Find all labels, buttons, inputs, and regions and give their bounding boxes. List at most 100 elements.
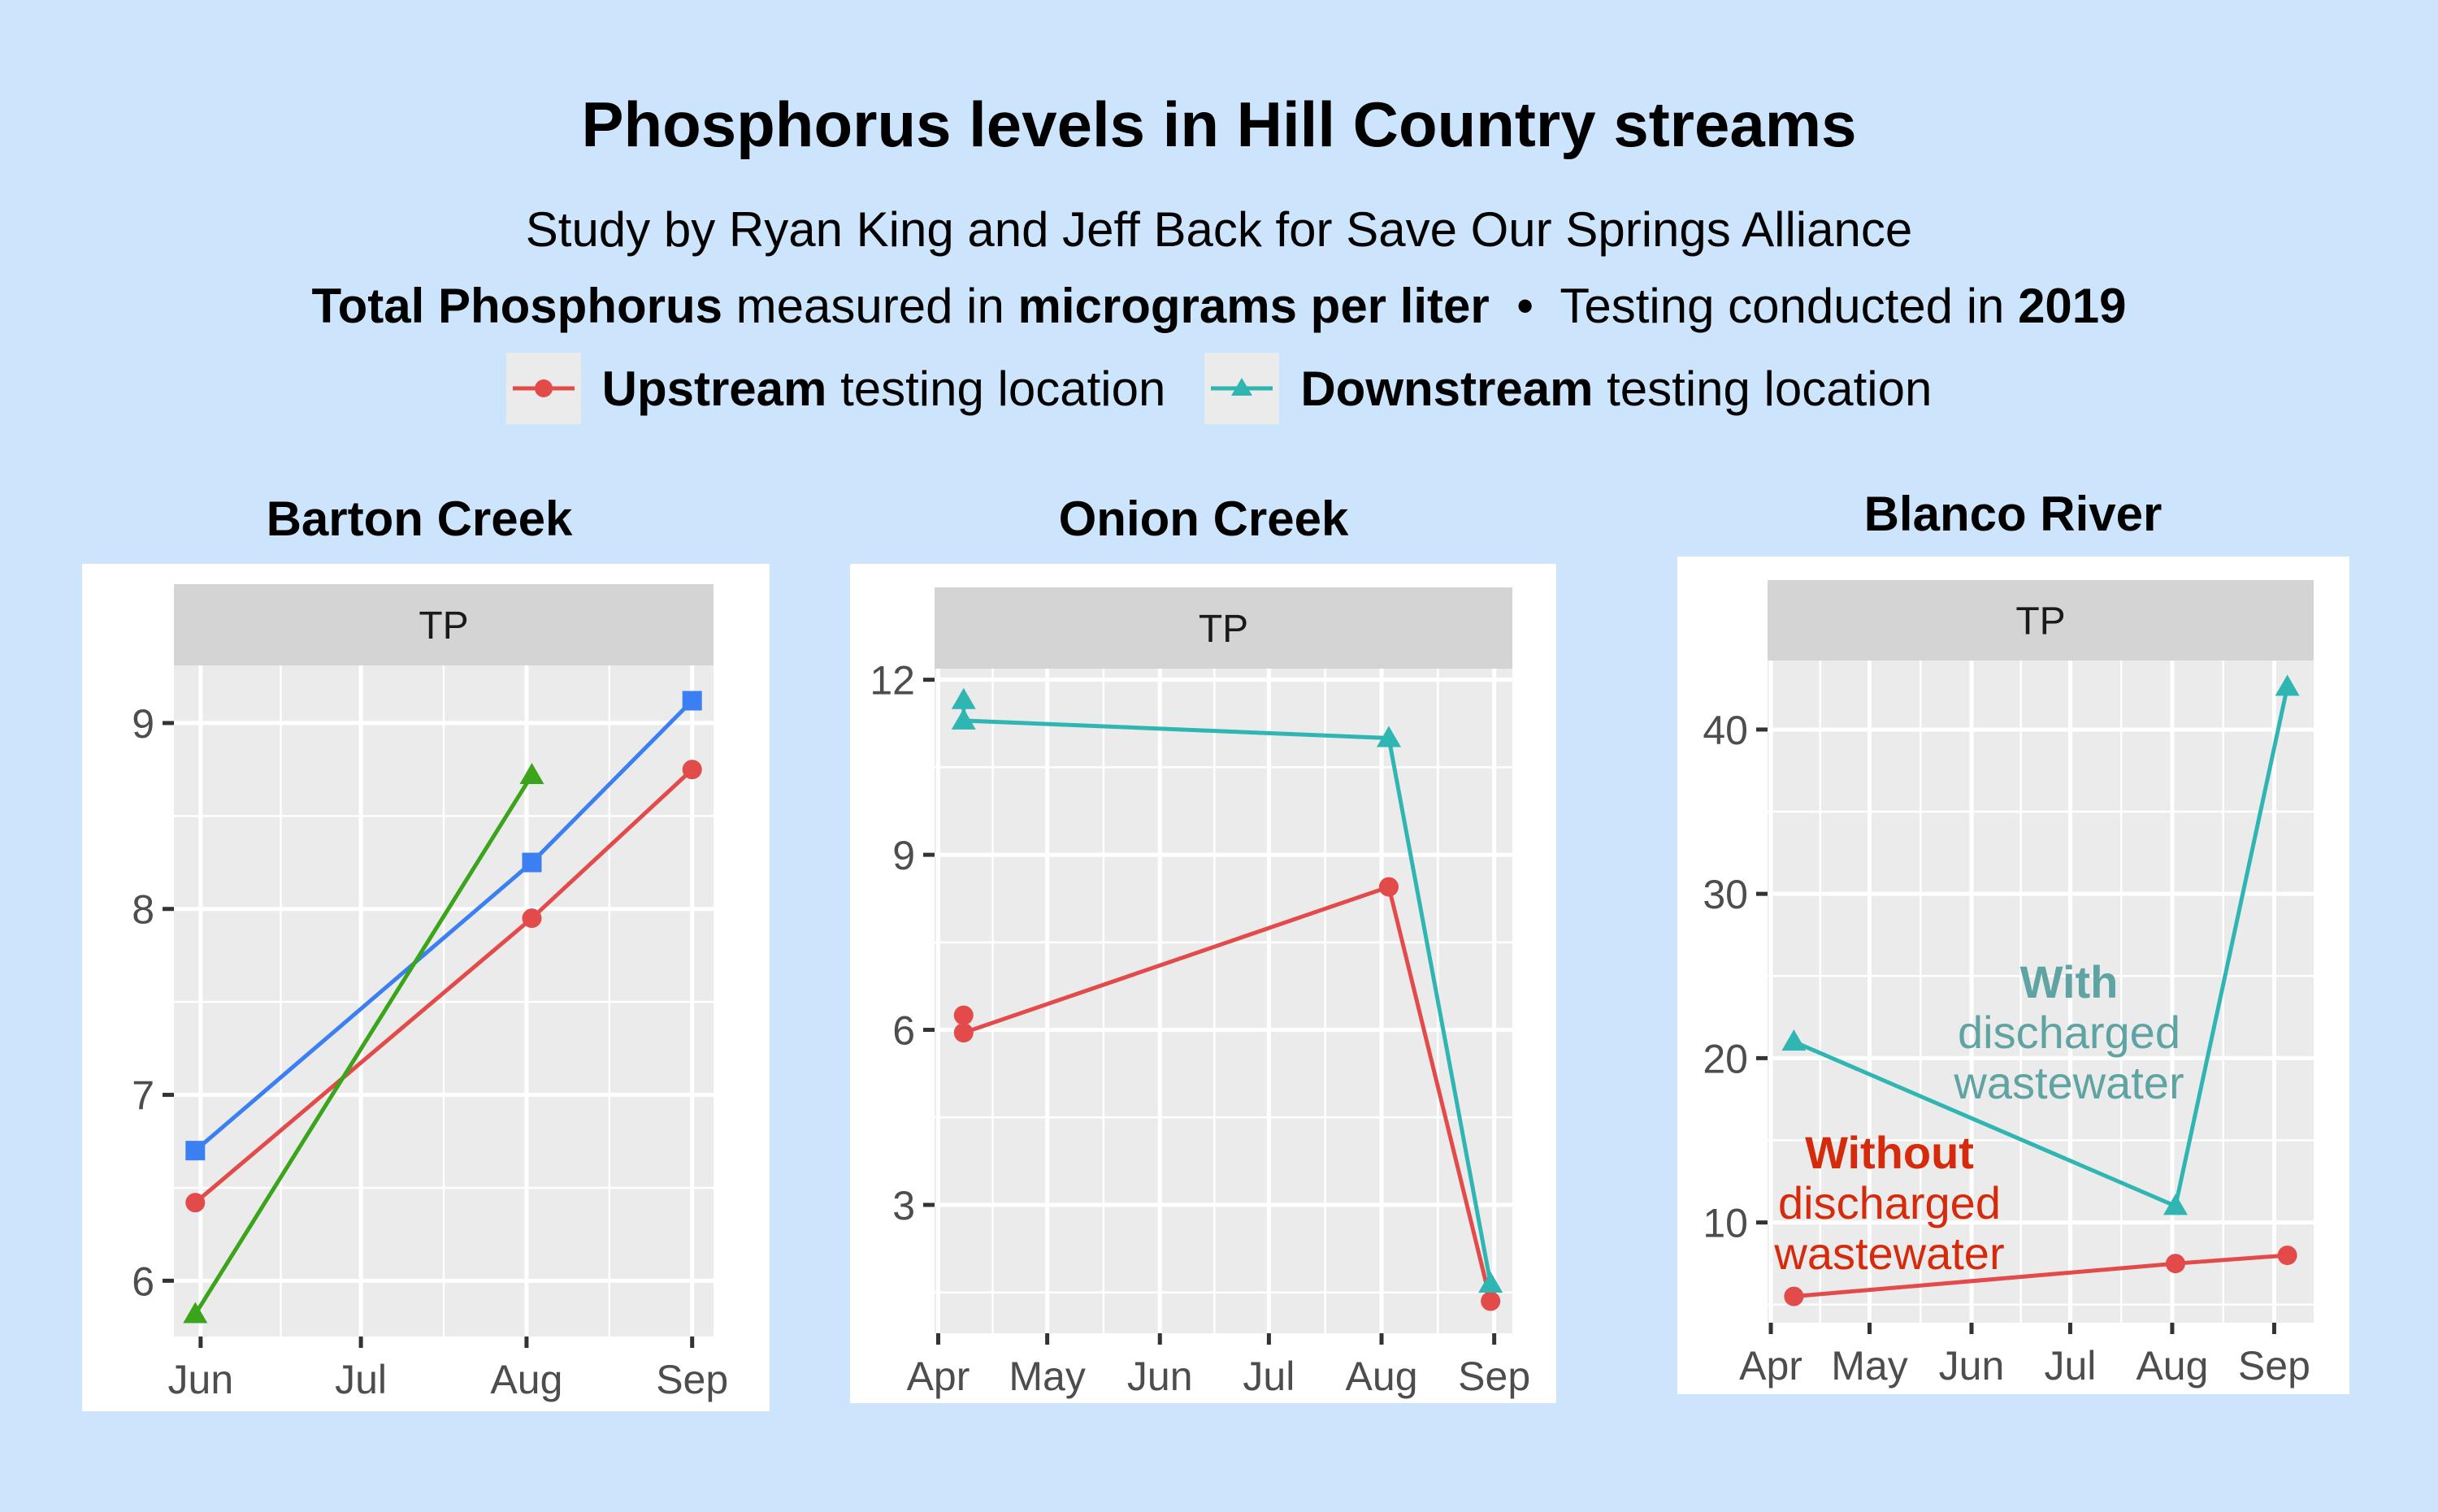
data-point bbox=[951, 687, 976, 709]
y-tick-label: 12 bbox=[870, 658, 915, 704]
y-tick-label: 30 bbox=[1703, 872, 1748, 917]
annotation-with-bold: With bbox=[2019, 956, 2119, 1007]
page-subtitle: Study by Ryan King and Jeff Back for Sav… bbox=[525, 202, 1913, 257]
legend-upstream-bold: Upstream bbox=[601, 361, 827, 416]
x-tick-label: Aug bbox=[2136, 1343, 2208, 1389]
x-tick-label: Apr bbox=[1739, 1343, 1802, 1389]
legend-swatch-upstream bbox=[505, 353, 581, 424]
annotation-without-line3: wastewater bbox=[1774, 1228, 2005, 1279]
data-point bbox=[1481, 1291, 1501, 1311]
data-point bbox=[953, 1005, 974, 1025]
y-tick-label: 6 bbox=[892, 1008, 915, 1054]
y-tick-label: 40 bbox=[1703, 708, 1748, 753]
legend-downstream-bold: Downstream bbox=[1300, 361, 1594, 416]
data-point bbox=[1784, 1286, 1804, 1306]
series-line bbox=[193, 773, 534, 1315]
data-point bbox=[953, 1023, 974, 1043]
testing-text: Testing conducted in bbox=[1560, 279, 2019, 333]
legend-swatch-downstream bbox=[1204, 353, 1280, 424]
plot-panel bbox=[935, 669, 1512, 1333]
annotation-without-line2: discharged bbox=[1778, 1177, 2001, 1228]
data-point bbox=[1378, 877, 1399, 897]
x-tick-label: Sep bbox=[656, 1357, 728, 1402]
series-upstream bbox=[185, 760, 702, 1213]
facet-strip-label: TP bbox=[2015, 600, 2065, 643]
chart-title-barton-creek: Barton Creek bbox=[266, 492, 573, 546]
y-tick-label: 9 bbox=[892, 833, 915, 878]
circle-marker-icon bbox=[512, 379, 575, 397]
facet-strip bbox=[935, 587, 1512, 669]
annotation-with-wastewater: With discharged wastewater bbox=[1866, 957, 2272, 1108]
x-tick-label: Sep bbox=[1458, 1354, 1530, 1399]
facet-strip bbox=[174, 584, 714, 665]
separator: • bbox=[1489, 279, 1560, 333]
chart-title-blanco-river: Blanco River bbox=[1863, 487, 2163, 541]
units-line: Total Phosphorus measured in micrograms … bbox=[0, 278, 2438, 334]
data-point bbox=[1781, 1029, 1807, 1051]
legend: Upstream testing location Downstream tes… bbox=[0, 353, 2438, 424]
data-point bbox=[2277, 1246, 2297, 1266]
data-point bbox=[2275, 674, 2300, 696]
facet-strip-label: TP bbox=[1199, 608, 1248, 651]
x-tick-label: May bbox=[1831, 1343, 1907, 1389]
data-point bbox=[2165, 1254, 2185, 1274]
legend-item-upstream: Upstream testing location bbox=[505, 353, 1166, 424]
data-point bbox=[522, 908, 542, 929]
series-triangle bbox=[183, 762, 544, 1324]
measure-text: measured in bbox=[722, 279, 1018, 333]
series-upstream bbox=[953, 877, 1501, 1311]
unit-label: micrograms per liter bbox=[1017, 279, 1490, 333]
y-tick-label: 6 bbox=[132, 1259, 154, 1304]
data-point bbox=[185, 1193, 206, 1213]
series-downstream bbox=[1781, 674, 2300, 1215]
series-downstream bbox=[951, 687, 1503, 1293]
y-tick-label: 9 bbox=[132, 701, 154, 747]
series-upstream bbox=[1784, 1246, 2297, 1306]
data-point bbox=[951, 708, 976, 730]
page-title: Phosphorus levels in Hill Country stream… bbox=[581, 89, 1857, 160]
y-tick-label: 3 bbox=[892, 1183, 915, 1228]
data-point bbox=[1478, 1271, 1503, 1293]
triangle-marker-icon bbox=[1211, 378, 1273, 396]
chart-onion-creek: TP Apr May Jun Jul Aug Sep 3 6 9 12 bbox=[850, 564, 1556, 1403]
x-tick-label: Jun bbox=[168, 1357, 234, 1402]
facet-strip-label: TP bbox=[419, 604, 468, 648]
data-point bbox=[183, 1302, 208, 1324]
chart-barton-creek: TP Jun Jul Aug Sep 6 7 8 9 bbox=[82, 564, 770, 1411]
x-tick-label: Jul bbox=[2044, 1343, 2096, 1389]
x-tick-label: Jun bbox=[1127, 1354, 1193, 1399]
x-tick-label: Sep bbox=[2238, 1343, 2310, 1389]
legend-item-downstream: Downstream testing location bbox=[1204, 353, 1932, 424]
chart-blanco-river: TP Apr May Jun Jul Aug Sep 10 20 30 40 bbox=[1677, 557, 2349, 1394]
x-tick-label: Aug bbox=[490, 1357, 562, 1402]
data-point bbox=[682, 691, 702, 711]
data-point bbox=[185, 1141, 206, 1161]
y-tick-label: 8 bbox=[132, 887, 154, 933]
x-tick-label: May bbox=[1009, 1354, 1085, 1399]
legend-downstream-text: testing location bbox=[1593, 361, 1933, 416]
data-point bbox=[1376, 726, 1401, 747]
y-tick-label: 7 bbox=[132, 1073, 154, 1119]
annotation-without-wastewater: Without discharged wastewater bbox=[1686, 1128, 2093, 1279]
series-square bbox=[185, 691, 702, 1161]
x-tick-label: Jun bbox=[1939, 1343, 2005, 1389]
year-label: 2019 bbox=[2018, 279, 2127, 333]
data-point bbox=[522, 852, 542, 873]
y-tick-label: 20 bbox=[1703, 1036, 1748, 1081]
x-tick-label: Aug bbox=[1346, 1354, 1418, 1399]
x-tick-label: Apr bbox=[907, 1354, 970, 1399]
annotation-with-line2: discharged bbox=[1958, 1007, 2180, 1058]
chart-title-onion-creek: Onion Creek bbox=[1058, 492, 1349, 546]
x-tick-label: Jul bbox=[335, 1357, 387, 1402]
facet-strip bbox=[1768, 580, 2314, 661]
x-tick-label: Jul bbox=[1243, 1354, 1295, 1399]
data-point bbox=[2163, 1194, 2188, 1215]
y-tick-label: 10 bbox=[1703, 1201, 1748, 1246]
data-point bbox=[682, 760, 702, 780]
legend-upstream-text: testing location bbox=[826, 361, 1166, 416]
annotation-with-line3: wastewater bbox=[1954, 1057, 2184, 1108]
measure-label: Total Phosphorus bbox=[311, 279, 722, 333]
annotation-without-bold: Without bbox=[1805, 1127, 1974, 1178]
data-point bbox=[519, 762, 544, 784]
